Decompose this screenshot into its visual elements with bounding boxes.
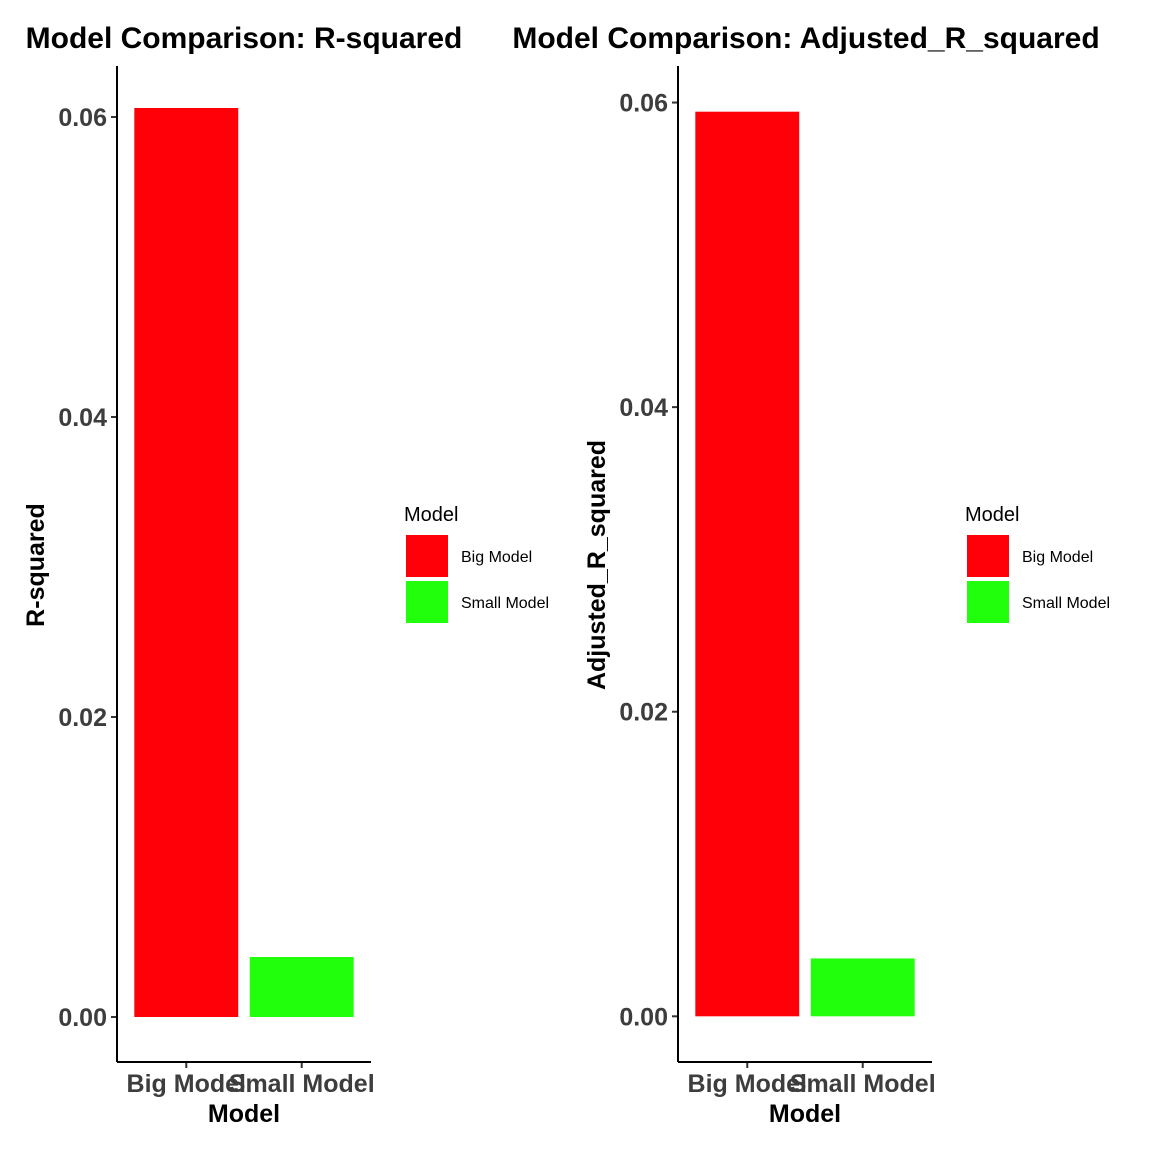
y-tick-label: 0.00: [58, 1004, 107, 1032]
legend-swatch: [406, 581, 448, 623]
panel-adjusted-r-squared: Model Comparison: Adjusted_R_squared Adj…: [512, 22, 1110, 1128]
legend-label: Small Model: [461, 595, 549, 612]
axes: [116, 66, 371, 1063]
x-tick-label: Small Model: [229, 1070, 375, 1098]
legend: Model Big Model Small Model: [965, 504, 1110, 623]
y-tick-label: 0.06: [619, 90, 668, 118]
y-tick-label: 0.02: [619, 699, 668, 727]
legend-title: Model: [965, 504, 1019, 526]
y-axis-title: Adjusted_R_squared: [583, 440, 611, 690]
axes: [677, 66, 932, 1063]
bar-small-model: [810, 958, 915, 1017]
legend: Model Big Model Small Model: [404, 504, 549, 623]
legend-swatch: [406, 535, 448, 577]
bars: [695, 111, 915, 1017]
y-axis-ticks: 0.00 0.02 0.04 0.06: [58, 104, 117, 1032]
legend-swatch: [967, 581, 1009, 623]
x-tick-label: Small Model: [790, 1070, 936, 1098]
panel-r-squared: Model Comparison: R-squared R-squared Mo…: [22, 22, 549, 1128]
x-axis-title: Model: [769, 1100, 841, 1128]
legend-label: Big Model: [461, 549, 532, 566]
bar-big-model: [134, 108, 239, 1017]
y-tick-label: 0.04: [619, 394, 668, 422]
bar-small-model: [249, 957, 354, 1017]
y-tick-label: 0.04: [58, 404, 107, 432]
x-axis-title: Model: [208, 1100, 280, 1128]
legend-label: Big Model: [1022, 549, 1093, 566]
y-tick-label: 0.00: [619, 1003, 668, 1031]
x-tick-label: Big Model: [127, 1070, 246, 1098]
y-axis-ticks: 0.00 0.02 0.04 0.06: [619, 90, 678, 1031]
x-tick-label: Big Model: [688, 1070, 807, 1098]
chart-title: Model Comparison: R-squared: [26, 22, 463, 55]
chart-title: Model Comparison: Adjusted_R_squared: [512, 22, 1099, 55]
legend-title: Model: [404, 504, 458, 526]
legend-label: Small Model: [1022, 595, 1110, 612]
bar-big-model: [695, 111, 800, 1017]
legend-swatch: [967, 535, 1009, 577]
y-axis-title: R-squared: [22, 503, 50, 627]
y-tick-label: 0.06: [58, 104, 107, 132]
bars: [134, 108, 354, 1017]
y-tick-label: 0.02: [58, 704, 107, 732]
